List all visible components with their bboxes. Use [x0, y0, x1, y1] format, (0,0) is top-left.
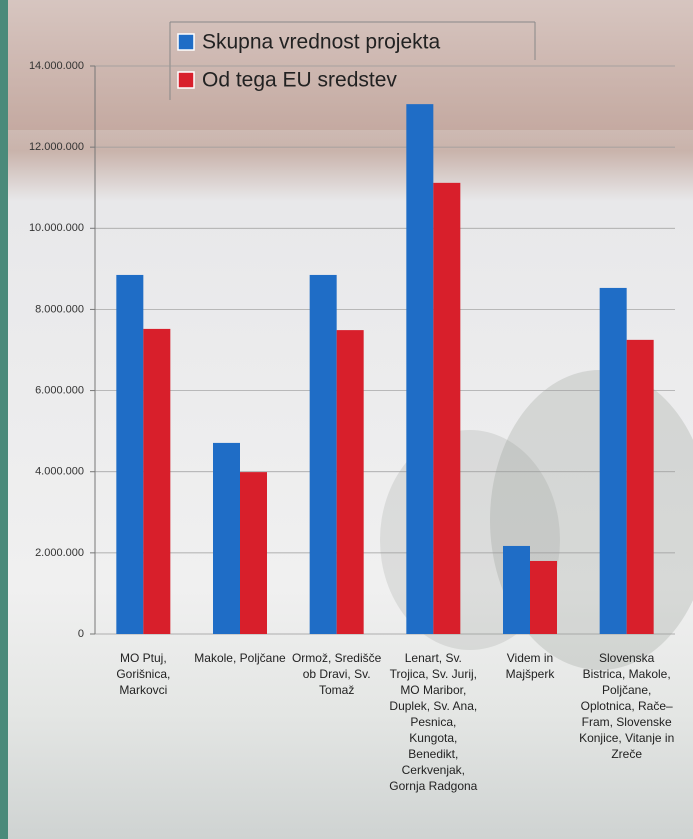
bar: [406, 104, 434, 634]
y-tick-label: 14.000.000: [29, 60, 84, 72]
y-tick-label: 6.000.000: [35, 384, 84, 396]
bar: [599, 287, 627, 634]
y-tick-label: 10.000.000: [29, 222, 84, 234]
x-tick-label: Slovenska Bistrica, Makole, Poljčane, Op…: [579, 651, 675, 761]
legend-label: Od tega EU sredstev: [202, 69, 397, 92]
bar: [143, 328, 171, 634]
x-tick-label: Videm in Majšperk: [505, 651, 555, 681]
bar: [530, 560, 557, 634]
roof: [8, 0, 693, 130]
bar: [336, 330, 364, 634]
legend-swatch: [177, 71, 195, 89]
bar: [503, 545, 530, 634]
x-tick-label: Ormož, Središče ob Dravi, Sv. Tomaž: [291, 651, 382, 697]
y-tick-label: 2.000.000: [35, 547, 84, 559]
y-tick-label: 4.000.000: [35, 466, 84, 478]
bar: [626, 339, 654, 634]
y-tick-label: 12.000.000: [29, 141, 84, 153]
x-tick-label: MO Ptuj, Gorišnica, Markovci: [116, 651, 171, 697]
x-tick-label: Lenart, Sv. Trojica, Sv. Jurij, MO Marib…: [389, 651, 478, 793]
bar: [240, 472, 267, 634]
x-tick-label: Makole, Poljčane: [194, 651, 286, 665]
bar: [116, 274, 144, 634]
left-edge: [0, 0, 8, 839]
y-tick-label: 8.000.000: [35, 303, 84, 315]
bar: [213, 442, 240, 634]
bar: [433, 182, 461, 635]
legend-label: Skupna vrednost projekta: [202, 31, 440, 54]
bar: [309, 274, 337, 634]
legend-swatch: [177, 33, 195, 51]
y-tick-label: 0: [78, 628, 84, 640]
